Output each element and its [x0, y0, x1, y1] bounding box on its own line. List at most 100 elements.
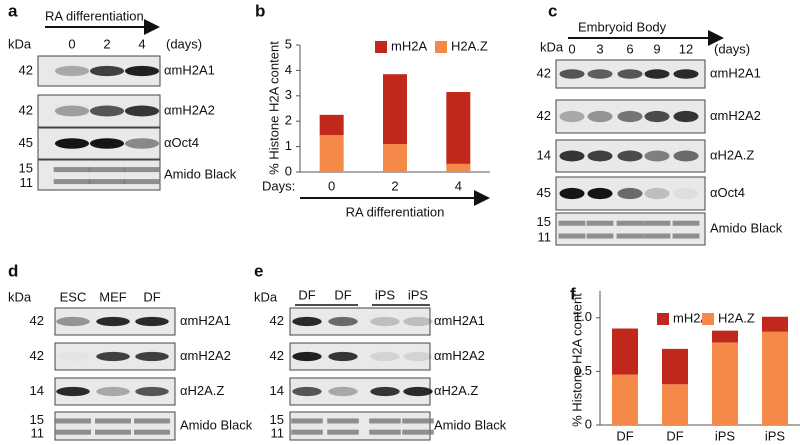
blot-strip [555, 212, 706, 246]
blot-band [617, 187, 643, 200]
stain-band [616, 220, 644, 226]
blot-band [124, 65, 160, 77]
lane-label: 9 [653, 41, 660, 56]
x-tick-label: 2 [391, 178, 398, 193]
blot-band [89, 65, 125, 77]
blot-band [587, 69, 613, 79]
blot-band [124, 105, 160, 117]
y-tick-label: 4 [285, 62, 292, 77]
blot-band [559, 69, 585, 79]
blot-band [673, 69, 699, 79]
x-prefix: Days: [262, 178, 295, 193]
lane-label: DF [334, 287, 351, 302]
blot-label: αmH2A1 [710, 65, 761, 80]
blot-band [617, 69, 643, 79]
blot-label: αOct4 [164, 135, 199, 150]
blot-label: αH2A.Z [434, 383, 478, 398]
stain-band [88, 167, 126, 173]
bar-segment [712, 330, 738, 343]
lane-label: iPS [375, 287, 396, 302]
kda-value: 11 [31, 425, 45, 440]
y-tick-label: 1 [285, 138, 292, 153]
blot-band [559, 110, 585, 123]
stain-band [402, 429, 434, 435]
lane-label: DF [143, 289, 160, 304]
blot-strip [37, 159, 161, 191]
blot-band [328, 316, 358, 327]
blot-band [559, 187, 585, 200]
kda-value: 14 [537, 147, 551, 162]
stain-band [558, 233, 586, 239]
blot-band [96, 316, 130, 327]
blot-band [617, 110, 643, 123]
bar-segment [612, 374, 638, 425]
stain-band [53, 179, 91, 185]
blot-label: Amido Black [710, 220, 783, 235]
stain-band [134, 418, 170, 424]
blot-band [135, 351, 169, 362]
kda-value: 14 [30, 383, 44, 398]
stain-band [672, 233, 700, 239]
blot-band [328, 351, 358, 362]
panel-letter: a [8, 1, 18, 20]
blot-band [370, 316, 400, 327]
bar-segment [446, 91, 471, 164]
legend-swatch [702, 313, 714, 325]
stain-band [672, 220, 700, 226]
kda-value: 11 [20, 175, 34, 190]
stain-band [55, 418, 91, 424]
kda-value: 11 [271, 425, 285, 440]
blot-band [124, 138, 160, 149]
blot-band [644, 110, 670, 123]
blot-band [56, 352, 90, 361]
stain-band [134, 429, 170, 435]
blot-label: Amido Black [164, 166, 237, 181]
lane-label: 3 [596, 41, 603, 56]
blot-band [673, 110, 699, 123]
stain-band [327, 418, 359, 424]
stain-band [123, 167, 161, 173]
bar-segment [446, 163, 471, 172]
kda-value: 15 [19, 160, 33, 175]
blot-band [370, 386, 400, 397]
panel-letter: c [548, 1, 557, 20]
stain-band [95, 418, 131, 424]
x-tick-label: DF [616, 428, 633, 443]
blot-band [587, 150, 613, 162]
blot-band [644, 150, 670, 162]
blot-label: αmH2A1 [434, 313, 485, 328]
kda-value: 42 [19, 62, 33, 77]
legend-label: mH2A [673, 310, 709, 325]
legend-label: H2A.Z [718, 310, 755, 325]
blot-band [135, 386, 169, 397]
blot-label: αH2A.Z [180, 383, 224, 398]
y-tick-label: 5 [285, 36, 292, 51]
bar-segment [762, 316, 788, 332]
x-tick-label: 4 [455, 178, 462, 193]
bar-segment [662, 348, 688, 385]
blot-band [644, 69, 670, 79]
kda-heading: kDa [254, 289, 278, 304]
stain-band [643, 233, 671, 239]
bar-segment [612, 328, 638, 375]
blot-label: αmH2A2 [710, 108, 761, 123]
stain-band [616, 233, 644, 239]
blot-label: αOct4 [710, 185, 745, 200]
blot-label: Amido Black [434, 417, 507, 432]
kda-value: 42 [270, 313, 284, 328]
x-tick-label: iPS [715, 428, 736, 443]
blot-strip [54, 411, 176, 441]
bar-segment [662, 384, 688, 425]
kda-value: 14 [270, 383, 284, 398]
x-tick-label: DF [666, 428, 683, 443]
legend-label: H2A.Z [451, 38, 488, 53]
blot-band [587, 110, 613, 123]
legend-swatch [657, 313, 669, 325]
lane-label: 0 [68, 36, 75, 51]
blot-band [673, 150, 699, 162]
blot-band [587, 187, 613, 200]
blot-label: αmH2A1 [180, 313, 231, 328]
kda-value: 42 [30, 348, 44, 363]
stain-band [586, 233, 614, 239]
unit-label: (days) [166, 36, 202, 51]
